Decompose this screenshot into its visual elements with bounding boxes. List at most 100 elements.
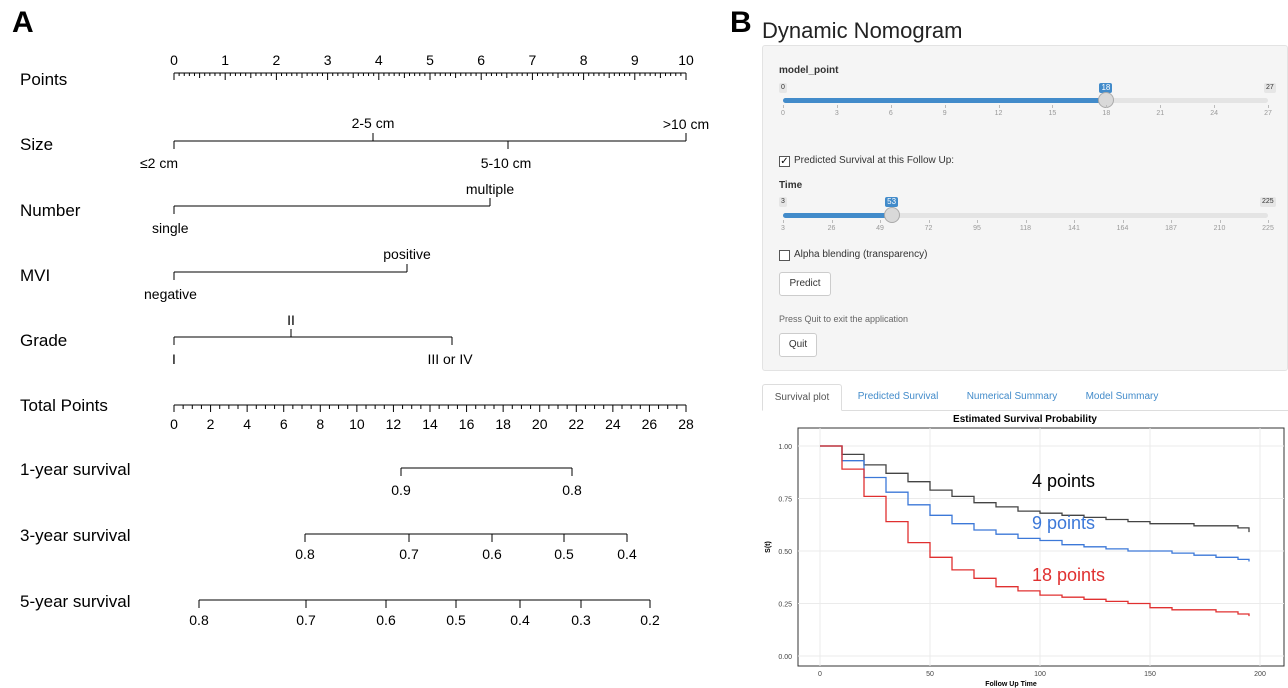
points-tick-label: 7 [529, 52, 537, 68]
number-axis: multiple single [152, 181, 514, 236]
row-label-total-points: Total Points [20, 396, 108, 415]
t-tick-mark [1025, 220, 1027, 223]
t-tick-mark [1122, 220, 1124, 223]
alpha-blending-label: Alpha blending (transparency) [794, 249, 928, 260]
survival-5yr-axis: 0.8 0.7 0.6 0.5 0.4 0.3 0.2 [189, 599, 660, 628]
mp-tick-mark [1106, 105, 1108, 108]
mp-tick-label: 27 [1264, 110, 1272, 117]
points-tick-label: 2 [273, 52, 281, 68]
mp-tick-mark [890, 105, 892, 108]
survival-curve-9-points [820, 445, 1250, 562]
t-tick-label: 95 [973, 225, 981, 232]
t-tick-label: 3 [781, 225, 785, 232]
total-points-tick-label: 8 [316, 416, 324, 432]
row-label-3yr: 3-year survival [20, 526, 131, 545]
survival-1yr-axis: 0.9 0.8 [391, 467, 582, 498]
curve-annotation: 18 points [1032, 565, 1105, 585]
output-tabs: Survival plot Predicted Survival Numeric… [762, 384, 1288, 411]
mp-tick-mark [1214, 105, 1216, 108]
plot-title: Estimated Survival Probability [953, 414, 1097, 425]
t-tick-mark [880, 220, 881, 223]
nomogram-axes: 0 1 2 3 4 5 6 7 8 9 10 2-5 cm >10 cm ≤2 cm 5-10 cm… [140, 52, 709, 628]
points-tick-label: 4 [375, 52, 383, 68]
mvi-level-positive: positive [383, 246, 431, 262]
plot-ytick-label: 0.50 [778, 549, 792, 556]
points-tick-label: 9 [631, 52, 639, 68]
survival-plot: 0.00 0.25 0.50 0.75 1.00 0 50 100 150 200 Follow U… [765, 427, 1285, 688]
mp-tick-mark [1160, 105, 1162, 108]
survival-curve-4-points [820, 445, 1250, 533]
survival-3yr-tick: 0.6 [482, 546, 502, 562]
predicted-survival-checkbox[interactable]: ✓ [779, 156, 790, 167]
plot-ylabel: S(t) [765, 541, 772, 553]
size-level-le2: ≤2 cm [140, 155, 178, 171]
survival-5yr-tick: 0.4 [510, 612, 530, 628]
time-slider-handle[interactable] [884, 207, 901, 223]
tab-survival-plot[interactable]: Survival plot [762, 384, 842, 411]
row-label-points: Points [20, 70, 68, 89]
panel-a-letter: A [12, 6, 34, 39]
time-max: 225 [1260, 197, 1276, 207]
t-tick-label: 164 [1116, 225, 1129, 232]
grade-level-i: I [172, 351, 176, 367]
survival-1yr-tick: 0.8 [562, 482, 582, 498]
row-label-1yr: 1-year survival [20, 460, 131, 479]
model-point-slider-fill [783, 98, 1107, 103]
mp-tick-mark [783, 105, 784, 108]
plot-xlabel: Follow Up Time [985, 681, 1037, 688]
points-tick-label: 1 [221, 52, 229, 68]
mvi-level-negative: negative [144, 286, 197, 302]
size-level-2-5: 2-5 cm [352, 115, 395, 131]
survival-5yr-tick: 0.6 [376, 612, 396, 628]
survival-5yr-tick: 0.2 [640, 612, 660, 628]
total-points-tick-label: 28 [678, 416, 694, 432]
model-point-min: 0 [779, 83, 787, 93]
tab-numerical-summary[interactable]: Numerical Summary [966, 391, 1058, 402]
curve-annotation: 9 points [1032, 513, 1095, 533]
survival-5yr-tick: 0.7 [296, 612, 316, 628]
plot-xtick-label: 200 [1254, 671, 1266, 678]
row-label-5yr: 5-year survival [20, 592, 131, 611]
mvi-axis: positive negative [144, 246, 431, 302]
number-level-multiple: multiple [466, 181, 514, 197]
mp-tick-mark [1052, 105, 1054, 108]
plot-ytick-label: 0.25 [778, 602, 792, 609]
time-value: 53 [885, 197, 899, 207]
panel-b-letter: B [730, 6, 752, 39]
points-scale: 0 1 2 3 4 5 6 7 8 9 10 [170, 52, 694, 80]
curve-annotation: 4 points [1032, 471, 1095, 491]
tab-predicted-survival[interactable]: Predicted Survival [857, 391, 939, 402]
tab-model-summary[interactable]: Model Summary [1085, 391, 1159, 402]
t-tick-mark [977, 220, 978, 223]
t-tick-label: 72 [924, 225, 933, 232]
plot-ytick-label: 1.00 [778, 444, 792, 451]
mp-tick-label: 6 [888, 110, 893, 117]
total-points-tick-label: 10 [349, 416, 365, 432]
time-slider-track[interactable] [783, 213, 1268, 218]
points-tick-label: 0 [170, 52, 178, 68]
plot-ytick-label: 0.00 [778, 654, 792, 661]
quit-button[interactable]: Quit [779, 333, 817, 357]
alpha-blending-checkbox[interactable] [779, 250, 790, 261]
row-label-number: Number [20, 201, 81, 220]
mp-tick-mark [944, 105, 946, 108]
total-points-tick-label: 22 [568, 416, 584, 432]
grade-level-iii-iv: III or IV [427, 351, 473, 367]
time-label: Time [779, 180, 803, 191]
grade-level-ii: II [287, 312, 295, 328]
mp-tick-mark [836, 105, 838, 108]
total-points-tick-label: 0 [170, 416, 178, 432]
points-tick-label: 10 [678, 52, 694, 68]
total-points-tick-label: 16 [459, 416, 475, 432]
plot-panel [797, 427, 1285, 667]
grade-axis: II I III or IV [172, 312, 473, 367]
size-level-gt10: >10 cm [663, 116, 709, 132]
survival-3yr-tick: 0.7 [399, 546, 419, 562]
points-tick-label: 6 [477, 52, 485, 68]
total-points-tick-label: 2 [207, 416, 215, 432]
t-tick-label: 225 [1262, 225, 1274, 232]
survival-3yr-tick: 0.8 [295, 546, 315, 562]
survival-curve-18-points [820, 445, 1250, 617]
t-tick-label: 187 [1165, 225, 1177, 232]
predict-button[interactable]: Predict [779, 272, 831, 296]
